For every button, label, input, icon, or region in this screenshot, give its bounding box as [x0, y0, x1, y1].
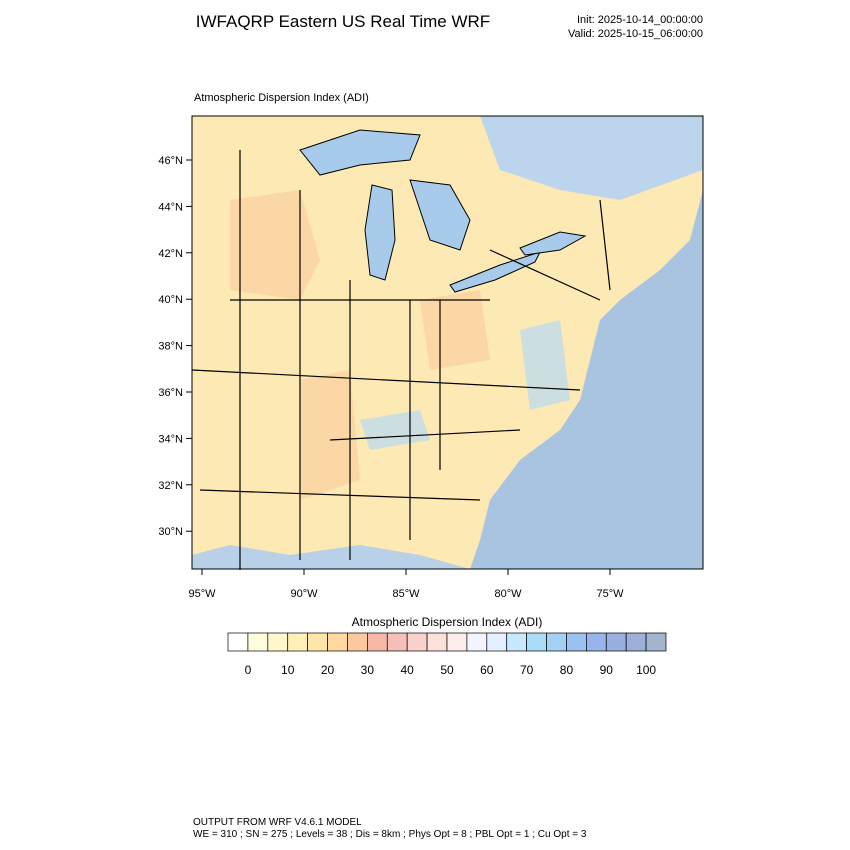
footer-line: OUTPUT FROM WRF V4.6.1 MODEL	[193, 817, 362, 828]
lat-label: 32°N	[158, 480, 183, 492]
colorbar-tick-label: 70	[520, 663, 534, 677]
colorbar: 0 10 20 30 40 50 60 70 80 90 100	[227, 632, 667, 677]
colorbar-tick-label: 80	[560, 663, 574, 677]
colorbar-tick-label: 30	[361, 663, 375, 677]
colorbar-box	[586, 632, 607, 652]
lat-labels: 46°N 44°N 42°N 40°N 38°N 36°N 34°N 32°N 30°N	[158, 155, 192, 538]
colorbar-box	[307, 632, 328, 652]
colorbar-tick-label: 100	[636, 663, 656, 677]
map	[191, 115, 704, 570]
lon-label: 75°W	[596, 588, 624, 600]
colorbar-tick-label: 20	[321, 663, 335, 677]
lake-michigan	[364, 184, 396, 281]
canada-water	[480, 116, 703, 200]
colorbar-tick-label: 10	[281, 663, 295, 677]
footer-line: WE = 310 ; SN = 275 ; Levels = 38 ; Dis …	[193, 829, 587, 840]
colorbar-box	[446, 632, 468, 652]
colorbar-box	[605, 632, 627, 652]
lat-label: 46°N	[158, 155, 183, 167]
colorbar-box	[327, 632, 348, 652]
colorbar-box	[645, 632, 667, 652]
colorbar-box	[466, 632, 488, 652]
lon-label: 85°W	[392, 588, 420, 600]
land-shading	[230, 190, 490, 500]
colorbar-box	[546, 632, 567, 652]
colorbar-tick-label: 90	[600, 663, 614, 677]
title: IWFAQRP Eastern US Real Time WRF	[196, 12, 490, 31]
lon-label: 90°W	[290, 588, 318, 600]
colorbar-box	[287, 632, 308, 652]
colorbar-box	[486, 632, 508, 652]
lat-label: 40°N	[158, 294, 183, 306]
lon-label: 95°W	[188, 588, 216, 600]
colorbar-box	[347, 632, 368, 652]
map-title: Atmospheric Dispersion Index (ADI)	[194, 92, 369, 104]
colorbar-box	[267, 632, 289, 652]
land-shading	[360, 320, 570, 450]
lake-superior	[299, 129, 421, 176]
init-time: Init: 2025-10-14_00:00:00	[577, 14, 703, 26]
ocean	[470, 116, 703, 569]
valid-time: Valid: 2025-10-15_06:00:00	[568, 28, 703, 40]
colorbar-box	[227, 632, 249, 652]
lat-label: 36°N	[158, 387, 183, 399]
colorbar-box	[566, 632, 587, 652]
colorbar-box	[247, 632, 269, 652]
colorbar-tick-label: 50	[440, 663, 454, 677]
lake-ontario	[519, 231, 587, 256]
colorbar-box	[426, 632, 448, 652]
colorbar-box	[625, 632, 647, 652]
colorbar-box	[526, 632, 547, 652]
colorbar-box	[386, 632, 408, 652]
colorbar-box	[367, 632, 388, 652]
lake-huron	[409, 179, 471, 251]
colorbar-tick-label: 60	[480, 663, 494, 677]
lon-labels: 95°W 90°W 85°W 80°W 75°W	[188, 569, 624, 600]
state-borders	[191, 150, 611, 570]
lat-label: 42°N	[158, 248, 183, 260]
map-frame	[191, 115, 704, 570]
gulf	[192, 545, 470, 569]
colorbar-box	[506, 632, 527, 652]
lat-label: 38°N	[158, 341, 183, 353]
lon-label: 80°W	[494, 588, 522, 600]
colorbar-box	[406, 632, 428, 652]
lat-label: 44°N	[158, 201, 183, 213]
lat-label: 30°N	[158, 526, 183, 538]
colorbar-tick-label: 40	[401, 663, 415, 677]
lat-label: 34°N	[158, 433, 183, 445]
colorbar-tick-label: 0	[245, 663, 252, 677]
colorbar-title: Atmospheric Dispersion Index (ADI)	[352, 615, 543, 629]
